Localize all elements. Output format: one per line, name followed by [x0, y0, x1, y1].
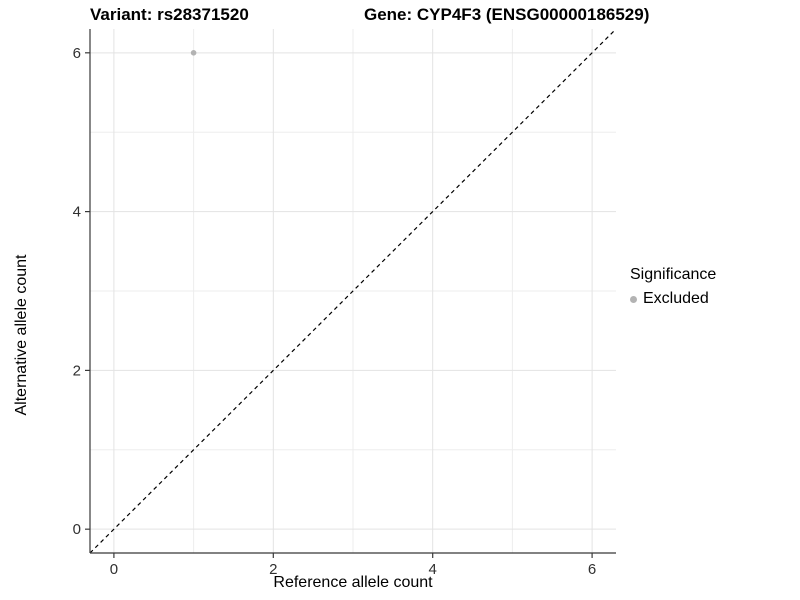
x-tick-label: 6: [588, 561, 596, 578]
legend-title: Significance: [630, 266, 717, 283]
data-point-excluded: [190, 50, 197, 56]
x-tick-label: 0: [110, 561, 118, 578]
x-tick-label: 2: [269, 561, 277, 578]
x-tick-label: 4: [429, 561, 437, 578]
y-axis-title: Alternative allele count: [13, 254, 30, 416]
legend: Significance Excluded: [630, 266, 716, 308]
y-tick-label: 6: [73, 45, 81, 62]
legend-entry-label: Excluded: [643, 290, 709, 307]
y-tick-label: 0: [73, 521, 81, 538]
gene-title: Gene: CYP4F3 (ENSG00000186529): [364, 5, 650, 24]
x-axis-title: Reference allele count: [273, 574, 433, 591]
variant-title: Variant: rs28371520: [90, 5, 249, 24]
identity-dashed-line: [89, 28, 617, 554]
y-tick-label: 4: [73, 204, 81, 221]
legend-entry-excluded: Excluded: [630, 290, 716, 308]
excluded-point-icon: [630, 295, 637, 303]
y-tick-label: 2: [73, 362, 81, 379]
